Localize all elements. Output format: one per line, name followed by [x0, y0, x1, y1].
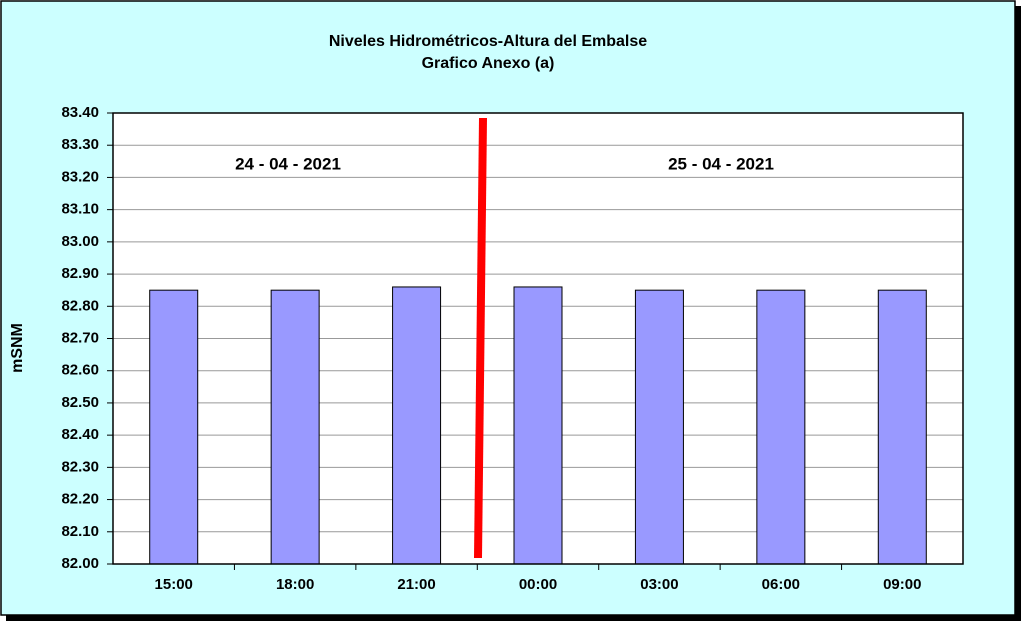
- y-tick-label: 82.70: [61, 329, 99, 346]
- y-tick-label: 82.00: [61, 555, 99, 572]
- y-tick-label: 82.60: [61, 362, 99, 379]
- bar: [513, 286, 563, 565]
- x-tick-label: 18:00: [276, 576, 314, 593]
- bar: [270, 289, 320, 565]
- bar: [149, 289, 199, 565]
- y-tick-label: 82.20: [61, 491, 99, 508]
- y-tick-label: 82.10: [61, 523, 99, 540]
- y-tick-label: 83.20: [61, 168, 99, 185]
- bar: [392, 286, 442, 565]
- plot-border: [112, 112, 964, 565]
- annotation: 24 - 04 - 2021: [235, 154, 341, 173]
- y-tick-label: 82.50: [61, 394, 99, 411]
- x-tick-label: 21:00: [397, 576, 435, 593]
- x-tick-label: 03:00: [640, 576, 678, 593]
- y-tick-label: 82.80: [61, 297, 99, 314]
- date-divider: [474, 117, 487, 559]
- y-tick-label: 82.30: [61, 458, 99, 475]
- y-tick-label: 83.00: [61, 233, 99, 250]
- x-tick-label: 15:00: [155, 576, 193, 593]
- x-tick-label: 09:00: [883, 576, 921, 593]
- y-tick-label: 83.10: [61, 201, 99, 218]
- x-tick-label: 06:00: [762, 576, 800, 593]
- annotation: 25 - 04 - 2021: [668, 154, 774, 173]
- x-tick-label: 00:00: [519, 576, 557, 593]
- y-tick-label: 82.90: [61, 265, 99, 282]
- chart-subtitle: Grafico Anexo (a): [422, 55, 555, 72]
- bar: [877, 289, 927, 565]
- y-tick-label: 82.40: [61, 426, 99, 443]
- y-axis-label: mSNM: [9, 323, 26, 373]
- bar: [756, 289, 806, 565]
- bar: [634, 289, 684, 565]
- chart-title: Niveles Hidrométricos-Altura del Embalse: [329, 33, 647, 50]
- y-tick-label: 83.30: [61, 136, 99, 153]
- y-tick-label: 83.40: [61, 104, 99, 121]
